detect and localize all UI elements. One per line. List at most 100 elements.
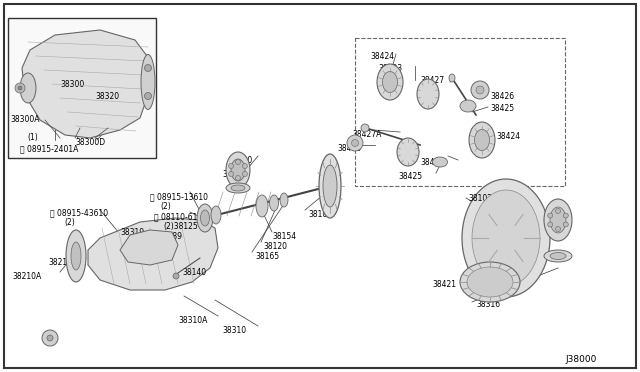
Text: 38316: 38316 — [476, 300, 500, 309]
Text: 38320: 38320 — [95, 92, 119, 101]
Text: 38154: 38154 — [272, 232, 296, 241]
Text: 38423: 38423 — [378, 64, 402, 73]
Text: 38210: 38210 — [48, 258, 72, 267]
Circle shape — [347, 135, 363, 151]
Ellipse shape — [211, 206, 221, 224]
Text: Ⓦ 08915-2401A: Ⓦ 08915-2401A — [20, 144, 78, 153]
Text: 38120: 38120 — [263, 242, 287, 251]
Ellipse shape — [449, 74, 455, 82]
Text: 38426: 38426 — [490, 92, 514, 101]
Text: 38424: 38424 — [496, 132, 520, 141]
Circle shape — [18, 86, 22, 90]
Text: 38210A: 38210A — [12, 272, 41, 281]
Ellipse shape — [226, 183, 250, 193]
Circle shape — [228, 171, 234, 176]
Text: 38300D: 38300D — [75, 138, 105, 147]
Text: 38300A: 38300A — [10, 115, 40, 124]
Ellipse shape — [319, 154, 341, 218]
Text: (1): (1) — [27, 133, 38, 142]
Ellipse shape — [550, 253, 566, 260]
Ellipse shape — [71, 242, 81, 270]
Text: 38421: 38421 — [432, 280, 456, 289]
Circle shape — [243, 171, 248, 176]
Text: 38310: 38310 — [222, 326, 246, 335]
Circle shape — [236, 160, 241, 164]
Circle shape — [228, 164, 234, 169]
Circle shape — [548, 222, 553, 227]
Ellipse shape — [269, 195, 278, 211]
Ellipse shape — [231, 185, 245, 191]
Circle shape — [351, 140, 358, 147]
Text: 38440: 38440 — [228, 156, 252, 165]
Bar — [8, 18, 156, 158]
Text: 38425: 38425 — [398, 172, 422, 181]
Text: 38424: 38424 — [370, 52, 394, 61]
Ellipse shape — [460, 262, 520, 302]
Circle shape — [556, 208, 561, 214]
Circle shape — [42, 330, 58, 346]
Text: 38423: 38423 — [420, 158, 444, 167]
Ellipse shape — [472, 190, 540, 286]
Circle shape — [145, 64, 152, 71]
Ellipse shape — [280, 193, 288, 207]
Circle shape — [563, 222, 568, 227]
Ellipse shape — [231, 159, 245, 181]
Text: 38300: 38300 — [60, 80, 84, 89]
Text: (2): (2) — [64, 218, 75, 227]
Text: 38440: 38440 — [476, 232, 500, 241]
Circle shape — [471, 81, 489, 99]
Text: Ⓑ 08110-61210: Ⓑ 08110-61210 — [154, 212, 212, 221]
Ellipse shape — [383, 71, 397, 93]
Text: 38426: 38426 — [337, 144, 361, 153]
Circle shape — [556, 227, 561, 231]
Text: Ⓦ 08915-13610: Ⓦ 08915-13610 — [150, 192, 208, 201]
Text: (2): (2) — [160, 202, 171, 211]
Ellipse shape — [397, 138, 419, 166]
Text: 38427: 38427 — [420, 76, 444, 85]
Circle shape — [243, 164, 248, 169]
Bar — [355, 38, 565, 186]
Text: 38165: 38165 — [255, 252, 279, 261]
Ellipse shape — [200, 210, 209, 226]
Polygon shape — [88, 218, 218, 290]
Circle shape — [361, 124, 369, 132]
Text: 38427A: 38427A — [352, 130, 381, 139]
Ellipse shape — [226, 152, 250, 188]
Text: 38319: 38319 — [120, 228, 144, 237]
Text: J38000: J38000 — [565, 355, 596, 364]
Ellipse shape — [377, 64, 403, 100]
Text: (2)38125: (2)38125 — [163, 222, 198, 231]
Circle shape — [563, 213, 568, 218]
Ellipse shape — [323, 165, 337, 207]
Polygon shape — [22, 30, 150, 138]
Ellipse shape — [550, 207, 566, 233]
Ellipse shape — [544, 250, 572, 262]
Ellipse shape — [544, 199, 572, 241]
Ellipse shape — [66, 230, 86, 282]
Ellipse shape — [460, 100, 476, 112]
Text: 38102: 38102 — [468, 194, 492, 203]
Ellipse shape — [467, 267, 513, 297]
Ellipse shape — [433, 157, 447, 167]
Text: 38310A: 38310A — [178, 316, 207, 325]
Circle shape — [548, 213, 553, 218]
Ellipse shape — [469, 122, 495, 158]
Ellipse shape — [256, 195, 268, 217]
Circle shape — [15, 83, 25, 93]
Ellipse shape — [141, 55, 155, 109]
Text: 38425: 38425 — [490, 104, 514, 113]
Text: 38100: 38100 — [308, 210, 332, 219]
Polygon shape — [120, 230, 178, 265]
Ellipse shape — [474, 129, 490, 151]
Ellipse shape — [20, 73, 36, 103]
Text: 38140: 38140 — [182, 268, 206, 277]
Circle shape — [236, 176, 241, 180]
Circle shape — [476, 86, 484, 94]
Text: 38316: 38316 — [222, 170, 246, 179]
Circle shape — [47, 335, 53, 341]
Text: 38189: 38189 — [158, 232, 182, 241]
Ellipse shape — [197, 204, 213, 232]
Ellipse shape — [462, 179, 550, 297]
Ellipse shape — [417, 79, 439, 109]
Circle shape — [173, 273, 179, 279]
